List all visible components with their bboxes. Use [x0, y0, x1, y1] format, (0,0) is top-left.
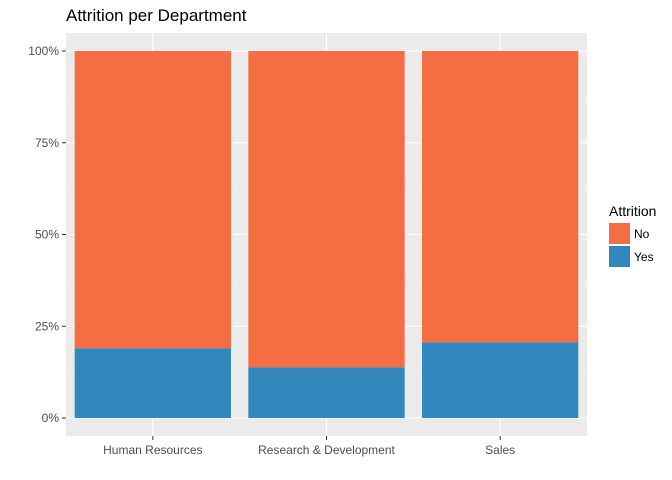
x-tick-label: Sales	[485, 443, 515, 457]
legend-swatch-yes	[609, 246, 630, 267]
bars	[74, 51, 579, 418]
legend-title: Attrition	[609, 203, 657, 219]
legend-item-no: No	[609, 222, 656, 245]
legend-label-no: No	[634, 226, 650, 241]
y-tick-label: 100%	[28, 44, 59, 58]
y-tick-label: 0%	[42, 411, 60, 425]
bar-no-sales	[422, 51, 579, 343]
legend-label-yes: Yes	[634, 249, 654, 264]
bar-yes-human-resources	[74, 348, 231, 418]
legend-swatch-no	[609, 223, 630, 244]
legend-item-yes: Yes	[609, 245, 656, 268]
y-tick-label: 50%	[35, 228, 59, 242]
legend: Attrition No Yes	[609, 203, 656, 268]
bar-yes-sales	[422, 342, 579, 418]
y-tick-label: 75%	[35, 136, 59, 150]
x-tick-label: Human Resources	[103, 443, 202, 457]
bar-yes-research-development	[248, 367, 405, 418]
bar-no-research-development	[248, 51, 405, 368]
axis-ticks: 0% 25% 50% 75% 100% Human Resources Research &…	[28, 44, 515, 457]
x-tick-label: Research & Development	[258, 443, 395, 457]
bar-no-human-resources	[74, 51, 231, 349]
y-tick-label: 25%	[35, 319, 59, 333]
chart-title: Attrition per Department	[66, 6, 247, 25]
